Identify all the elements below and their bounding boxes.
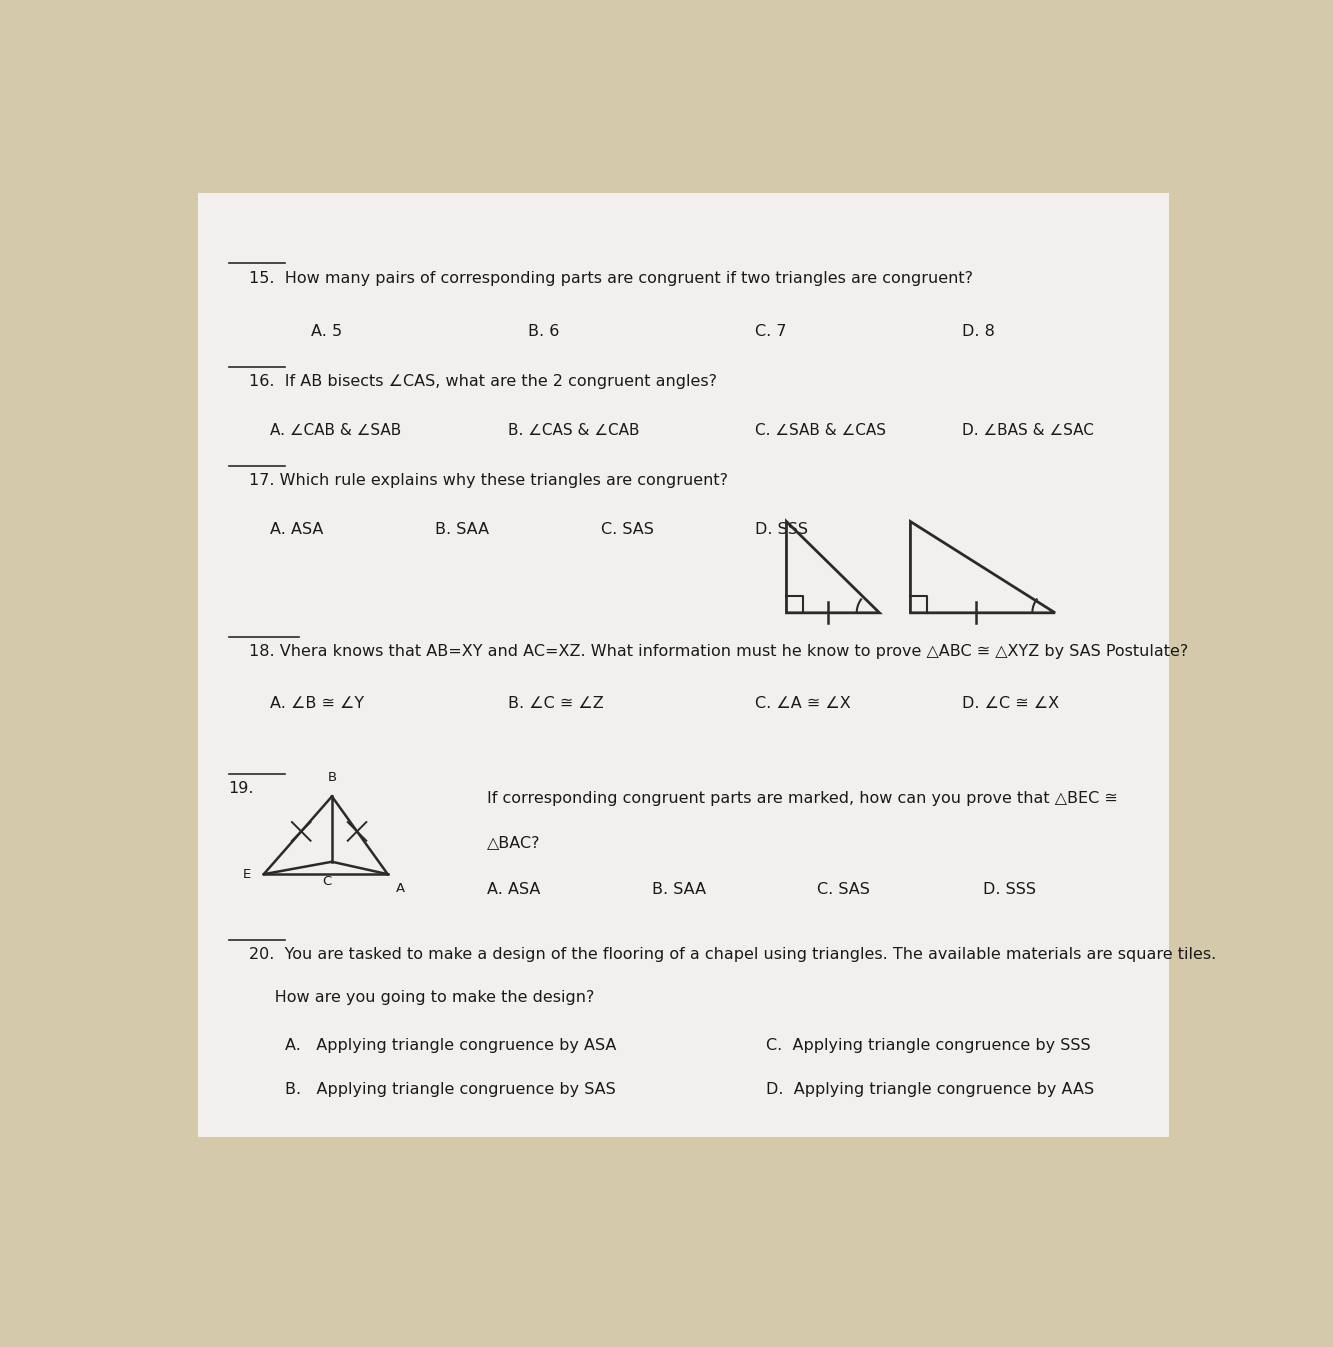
Text: B.   Applying triangle congruence by SAS: B. Applying triangle congruence by SAS: [285, 1082, 616, 1096]
Text: D. 8: D. 8: [962, 325, 994, 339]
Text: C. SAS: C. SAS: [817, 882, 870, 897]
Text: D.  Applying triangle congruence by AAS: D. Applying triangle congruence by AAS: [765, 1082, 1094, 1096]
Text: C. 7: C. 7: [756, 325, 786, 339]
Text: C: C: [323, 876, 332, 888]
Text: B. SAA: B. SAA: [435, 521, 489, 536]
Text: A. ∠B ≅ ∠Y: A. ∠B ≅ ∠Y: [269, 696, 364, 711]
Text: B. SAA: B. SAA: [652, 882, 706, 897]
Text: C. SAS: C. SAS: [600, 521, 653, 536]
Text: 19.: 19.: [229, 781, 255, 796]
Text: 17. Which rule explains why these triangles are congruent?: 17. Which rule explains why these triang…: [249, 473, 728, 488]
Text: 18. Vhera knows that AB=XY and AC=XZ. What information must he know to prove △AB: 18. Vhera knows that AB=XY and AC=XZ. Wh…: [249, 644, 1189, 659]
Text: D. ∠BAS & ∠SAC: D. ∠BAS & ∠SAC: [962, 423, 1094, 438]
Text: E: E: [243, 867, 252, 881]
FancyBboxPatch shape: [197, 193, 1169, 1137]
Text: B: B: [328, 770, 336, 784]
Text: How are you going to make the design?: How are you going to make the design?: [249, 990, 595, 1005]
Text: A.   Applying triangle congruence by ASA: A. Applying triangle congruence by ASA: [285, 1039, 617, 1053]
Text: A. ASA: A. ASA: [269, 521, 324, 536]
Text: C.  Applying triangle congruence by SSS: C. Applying triangle congruence by SSS: [765, 1039, 1090, 1053]
Text: A. 5: A. 5: [311, 325, 343, 339]
Text: 15.  How many pairs of corresponding parts are congruent if two triangles are co: 15. How many pairs of corresponding part…: [249, 271, 973, 286]
Text: B. 6: B. 6: [528, 325, 560, 339]
Text: 16.  If AB bisects ∠CAS, what are the 2 congruent angles?: 16. If AB bisects ∠CAS, what are the 2 c…: [249, 374, 717, 389]
Text: If corresponding congruent parts are marked, how can you prove that △BEC ≅: If corresponding congruent parts are mar…: [487, 791, 1117, 807]
Text: △BAC?: △BAC?: [487, 835, 540, 850]
Text: B. ∠C ≅ ∠Z: B. ∠C ≅ ∠Z: [508, 696, 604, 711]
Text: 20.  You are tasked to make a design of the flooring of a chapel using triangles: 20. You are tasked to make a design of t…: [249, 947, 1217, 962]
Text: B. ∠CAS & ∠CAB: B. ∠CAS & ∠CAB: [508, 423, 639, 438]
Text: C. ∠A ≅ ∠X: C. ∠A ≅ ∠X: [756, 696, 852, 711]
Text: D. SSS: D. SSS: [982, 882, 1036, 897]
Text: D. ∠C ≅ ∠X: D. ∠C ≅ ∠X: [962, 696, 1060, 711]
Text: A: A: [396, 882, 405, 896]
Text: D. SSS: D. SSS: [756, 521, 809, 536]
Text: C. ∠SAB & ∠CAS: C. ∠SAB & ∠CAS: [756, 423, 886, 438]
Text: A. ASA: A. ASA: [487, 882, 540, 897]
Text: A. ∠CAB & ∠SAB: A. ∠CAB & ∠SAB: [269, 423, 401, 438]
